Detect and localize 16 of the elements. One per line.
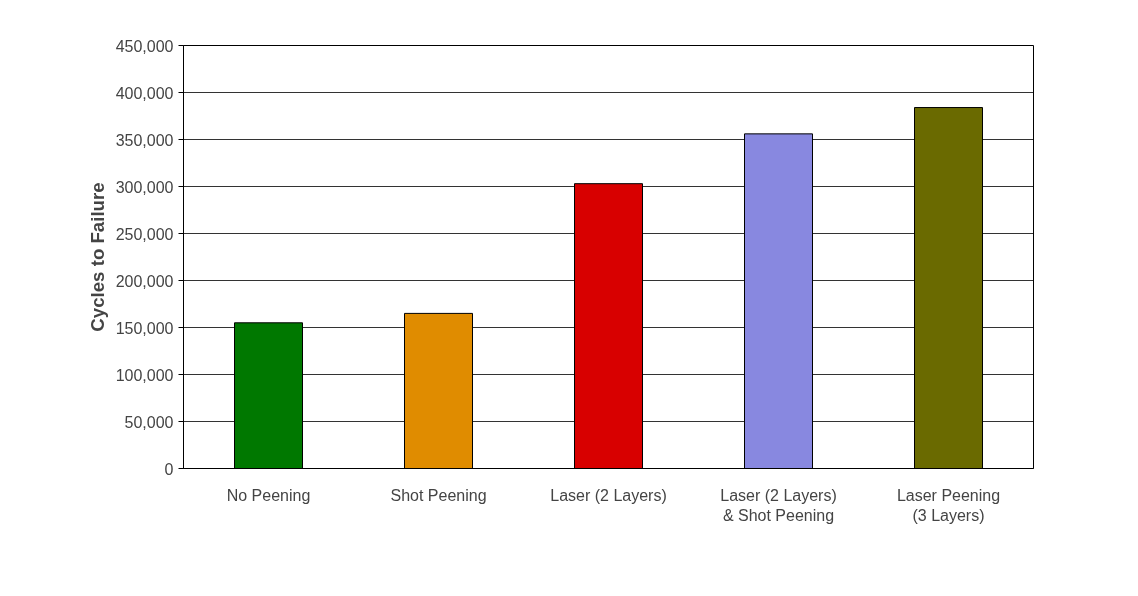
y-axis-title: Cycles to Failure — [86, 182, 108, 332]
y-tick-label: 250,000 — [115, 225, 174, 243]
y-tick-label: 300,000 — [115, 178, 174, 196]
y-tick-label: 50,000 — [124, 413, 174, 431]
y-tick-label: 0 — [164, 460, 174, 478]
y-tick-label: 200,000 — [115, 272, 174, 290]
y-tick-label: 100,000 — [115, 366, 174, 384]
y-tick-label: 450,000 — [115, 37, 174, 55]
x-tick-label: Shot Peening — [390, 486, 487, 504]
y-tick-label: 150,000 — [115, 319, 174, 337]
x-tick-label: Laser (2 Layers) & Shot Peening — [720, 486, 837, 524]
y-tick-label: 400,000 — [115, 84, 174, 102]
x-tick-label: Laser Peening (3 Layers) — [896, 486, 1001, 524]
y-tick-label: 350,000 — [115, 131, 174, 149]
x-tick-label: Laser (2 Layers) — [550, 486, 667, 504]
x-tick-label: No Peening — [226, 486, 311, 504]
